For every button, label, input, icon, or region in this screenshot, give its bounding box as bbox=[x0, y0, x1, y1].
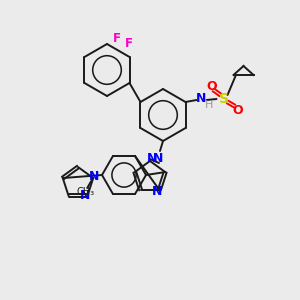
Text: O: O bbox=[232, 103, 243, 116]
Text: N: N bbox=[89, 169, 99, 183]
Text: H: H bbox=[205, 100, 214, 110]
Text: O: O bbox=[206, 80, 217, 92]
Text: N: N bbox=[147, 152, 157, 164]
Text: N: N bbox=[80, 189, 91, 203]
Text: S: S bbox=[218, 92, 229, 106]
Text: F: F bbox=[113, 32, 121, 46]
Text: F: F bbox=[124, 37, 133, 50]
Text: N: N bbox=[153, 152, 163, 166]
Text: N: N bbox=[152, 185, 163, 198]
Text: N: N bbox=[196, 92, 207, 106]
Text: CH₃: CH₃ bbox=[76, 187, 94, 197]
